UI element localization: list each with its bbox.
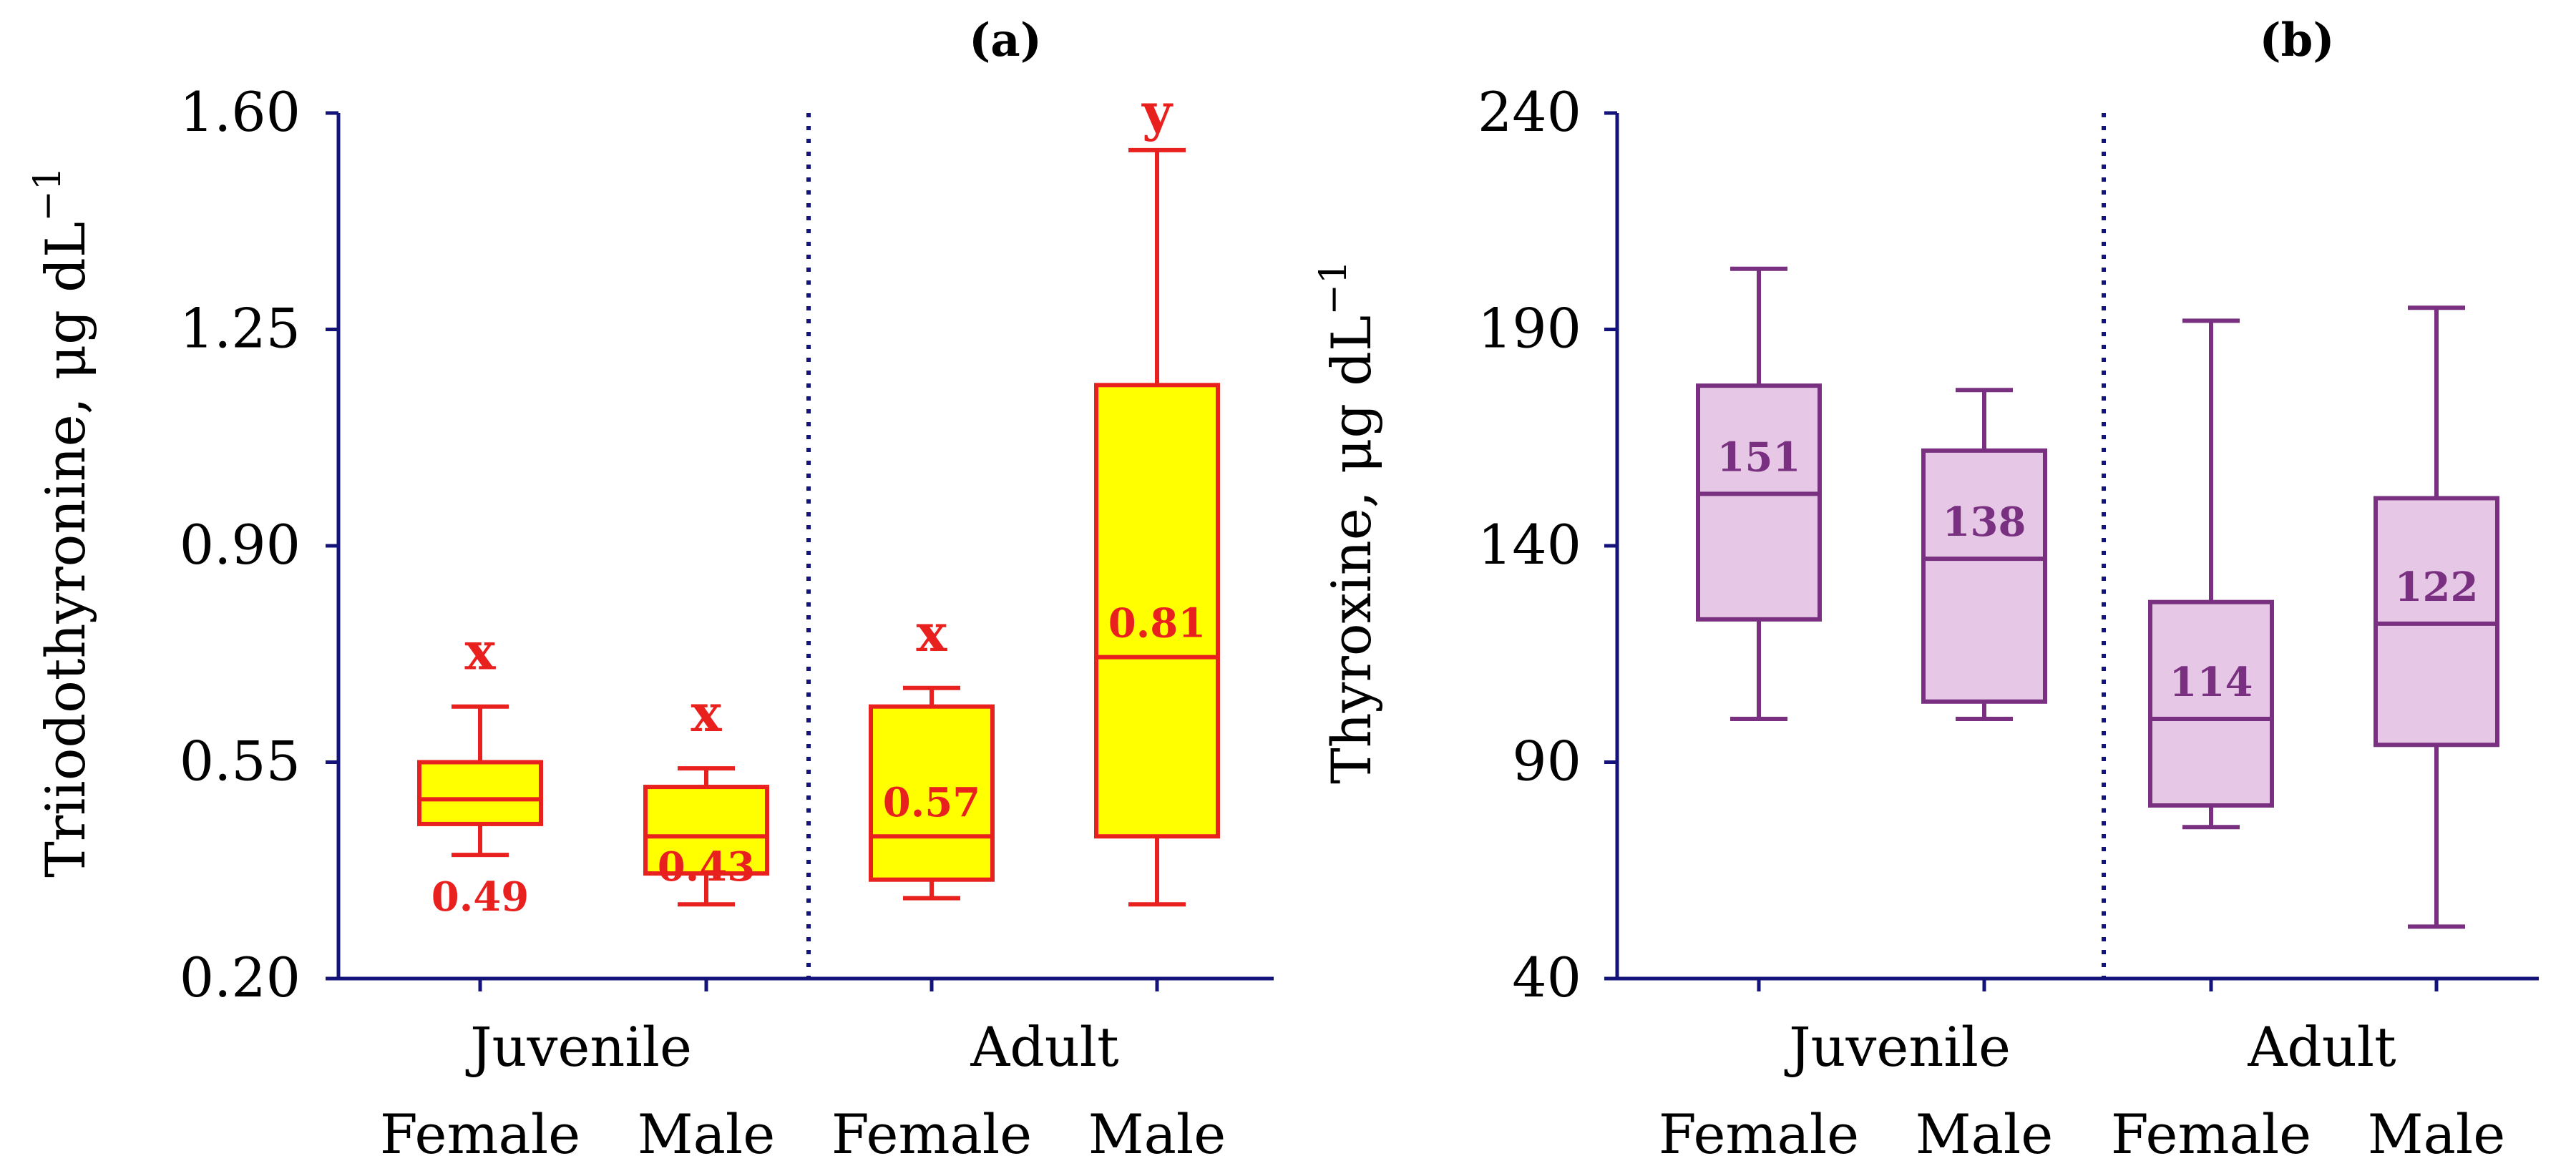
panel-title: (b) xyxy=(2259,14,2334,67)
x-category-label: Male xyxy=(1916,1102,2053,1166)
x-category-label: Male xyxy=(2368,1102,2505,1166)
median-value-label: 0.81 xyxy=(1108,600,1206,647)
y-axis-label: Triiodothyronine, μg dL−1 xyxy=(26,167,97,878)
panel-title: (a) xyxy=(969,14,1042,67)
y-tick-label: 0.20 xyxy=(180,946,301,1009)
y-axis-label: Thyroxine, μg dL−1 xyxy=(1312,260,1383,784)
panel-b: (b) Thyroxine, μg dL−1 40 90 140 190 240 Juveni… xyxy=(1312,14,2539,1166)
box-group: 0.81 y xyxy=(1094,82,1220,907)
y-axis-label-text: Thyroxine, μg dL xyxy=(1319,315,1383,784)
x-group-label: Juvenile xyxy=(465,1015,692,1079)
significance-letter: x xyxy=(465,621,497,682)
median-value-label: 138 xyxy=(1943,499,2026,546)
x-category-label: Female xyxy=(2111,1102,2311,1166)
median-value-label: 0.49 xyxy=(431,873,529,921)
box-iqr xyxy=(1921,448,2047,704)
x-group-label: Adult xyxy=(2247,1015,2396,1079)
box-group: 0.43 x xyxy=(643,682,769,907)
significance-letter: x xyxy=(917,602,948,663)
x-group-label: Adult xyxy=(970,1015,1118,1079)
box-group: 151 xyxy=(1696,266,1822,721)
box-iqr xyxy=(417,760,543,826)
significance-letter: y xyxy=(1141,82,1174,142)
box-group: 114 xyxy=(2148,318,2274,830)
y-tick-label: 240 xyxy=(1478,80,1581,144)
box-group: 0.57 x xyxy=(869,602,995,901)
median-value-label: 0.57 xyxy=(883,779,980,826)
x-category-label: Female xyxy=(1659,1102,1859,1166)
y-tick-label: 1.25 xyxy=(180,297,301,361)
significance-letter: x xyxy=(691,682,723,743)
box-group: 138 xyxy=(1921,388,2047,721)
median-value-label: 0.43 xyxy=(658,843,755,891)
y-tick-label: 90 xyxy=(1512,730,1581,793)
box-iqr xyxy=(1696,383,1822,622)
y-axis-label-superscript: −1 xyxy=(1312,260,1355,315)
y-tick-label: 40 xyxy=(1512,946,1581,1009)
y-tick-label: 1.60 xyxy=(180,80,301,144)
y-axis-label-text: Triiodothyronine, μg dL xyxy=(34,222,97,878)
box-iqr xyxy=(2148,599,2274,808)
x-category-label: Female xyxy=(831,1102,1032,1166)
y-tick-label: 140 xyxy=(1478,513,1581,577)
x-category-label: Female xyxy=(380,1102,580,1166)
median-value-label: 122 xyxy=(2395,564,2479,611)
x-group-label: Juvenile xyxy=(1784,1015,2011,1079)
y-tick-label: 0.55 xyxy=(180,730,301,793)
y-axis-label-superscript: −1 xyxy=(26,167,69,222)
median-value-label: 114 xyxy=(2170,659,2253,706)
median-value-label: 151 xyxy=(1717,433,1801,481)
x-category-label: Male xyxy=(638,1102,775,1166)
y-tick-label: 0.90 xyxy=(180,513,301,577)
box-iqr xyxy=(869,704,995,882)
panel-a: (a) Triiodothyronine, μg dL−1 0.20 0.55 0.90… xyxy=(26,14,1274,1166)
box-group: 0.49 x xyxy=(417,621,543,921)
box-iqr xyxy=(643,785,769,876)
box-group: 122 xyxy=(2373,305,2499,929)
box-iqr xyxy=(2373,496,2499,748)
box-iqr xyxy=(1094,383,1220,839)
x-category-label: Male xyxy=(1088,1102,1226,1166)
y-tick-label: 190 xyxy=(1478,297,1581,361)
